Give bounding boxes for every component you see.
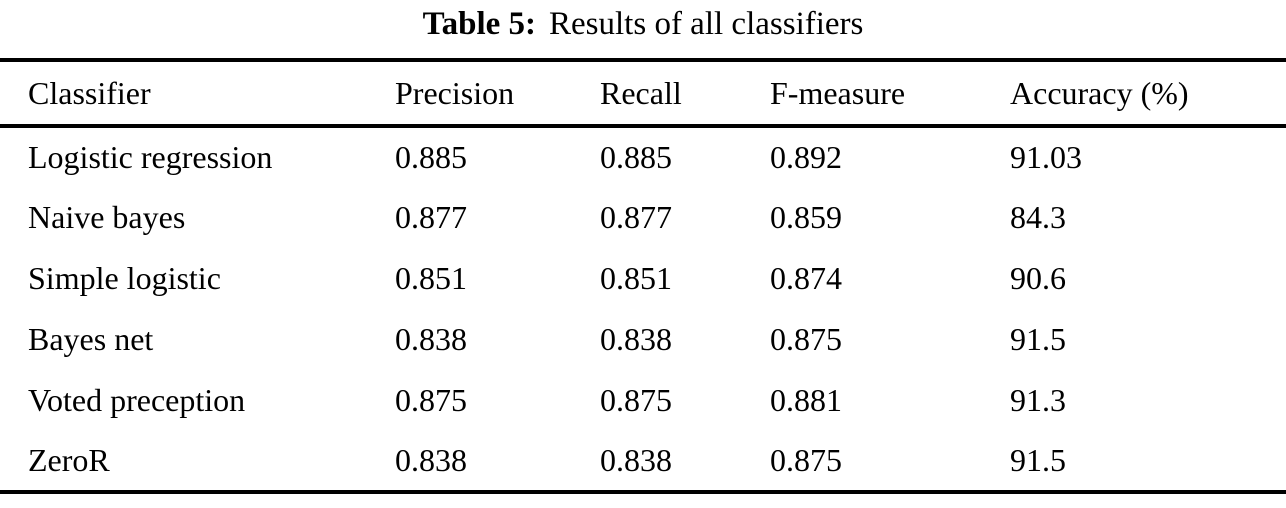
column-header-precision: Precision	[395, 74, 515, 111]
column-header-recall: Recall	[600, 74, 682, 111]
results-table: Classifier Precision Recall F-measure Ac…	[0, 58, 1286, 494]
column-header-f-measure: F-measure	[770, 74, 906, 111]
cell-precision: 0.885	[395, 139, 467, 175]
table-row: Naive bayes 0.877 0.877 0.859 84.3	[0, 187, 1286, 248]
cell-classifier: Logistic regression	[28, 139, 273, 175]
cell-f-measure: 0.892	[770, 139, 842, 175]
table-row: Logistic regression 0.885 0.885 0.892 91…	[0, 126, 1286, 187]
cell-recall: 0.877	[600, 199, 672, 235]
table-caption-label: Table 5:	[422, 6, 537, 42]
cell-accuracy: 90.6	[1010, 260, 1066, 296]
column-header-classifier: Classifier	[28, 74, 151, 111]
cell-recall: 0.851	[600, 260, 672, 296]
cell-classifier: ZeroR	[28, 442, 110, 478]
cell-precision: 0.875	[395, 382, 467, 418]
cell-recall: 0.875	[600, 382, 672, 418]
cell-precision: 0.851	[395, 260, 467, 296]
cell-accuracy: 91.5	[1010, 321, 1066, 357]
cell-classifier: Naive bayes	[28, 199, 186, 235]
table-row: Bayes net 0.838 0.838 0.875 91.5	[0, 309, 1286, 370]
cell-f-measure: 0.875	[770, 321, 842, 357]
cell-accuracy: 91.03	[1010, 139, 1082, 175]
cell-f-measure: 0.874	[770, 260, 842, 296]
cell-accuracy: 84.3	[1010, 199, 1066, 235]
cell-classifier: Bayes net	[28, 321, 154, 357]
table-row: ZeroR 0.838 0.838 0.875 91.5	[0, 431, 1286, 492]
cell-f-measure: 0.875	[770, 442, 842, 478]
cell-recall: 0.838	[600, 321, 672, 357]
cell-accuracy: 91.3	[1010, 382, 1066, 418]
cell-recall: 0.885	[600, 139, 672, 175]
cell-classifier: Simple logistic	[28, 260, 221, 296]
table-header-row: Classifier Precision Recall F-measure Ac…	[0, 60, 1286, 126]
table-caption: Table 5: Results of all classifiers	[0, 0, 1286, 58]
table-row: Simple logistic 0.851 0.851 0.874 90.6	[0, 248, 1286, 309]
cell-precision: 0.838	[395, 442, 467, 478]
cell-classifier: Voted preception	[28, 382, 246, 418]
cell-recall: 0.838	[600, 442, 672, 478]
table-caption-text: Results of all classifiers	[549, 6, 864, 42]
cell-f-measure: 0.859	[770, 199, 842, 235]
table-row: Voted preception 0.875 0.875 0.881 91.3	[0, 370, 1286, 431]
cell-precision: 0.877	[395, 199, 467, 235]
cell-f-measure: 0.881	[770, 382, 842, 418]
column-header-accuracy: Accuracy (%)	[1010, 74, 1189, 111]
cell-accuracy: 91.5	[1010, 442, 1066, 478]
cell-precision: 0.838	[395, 321, 467, 357]
